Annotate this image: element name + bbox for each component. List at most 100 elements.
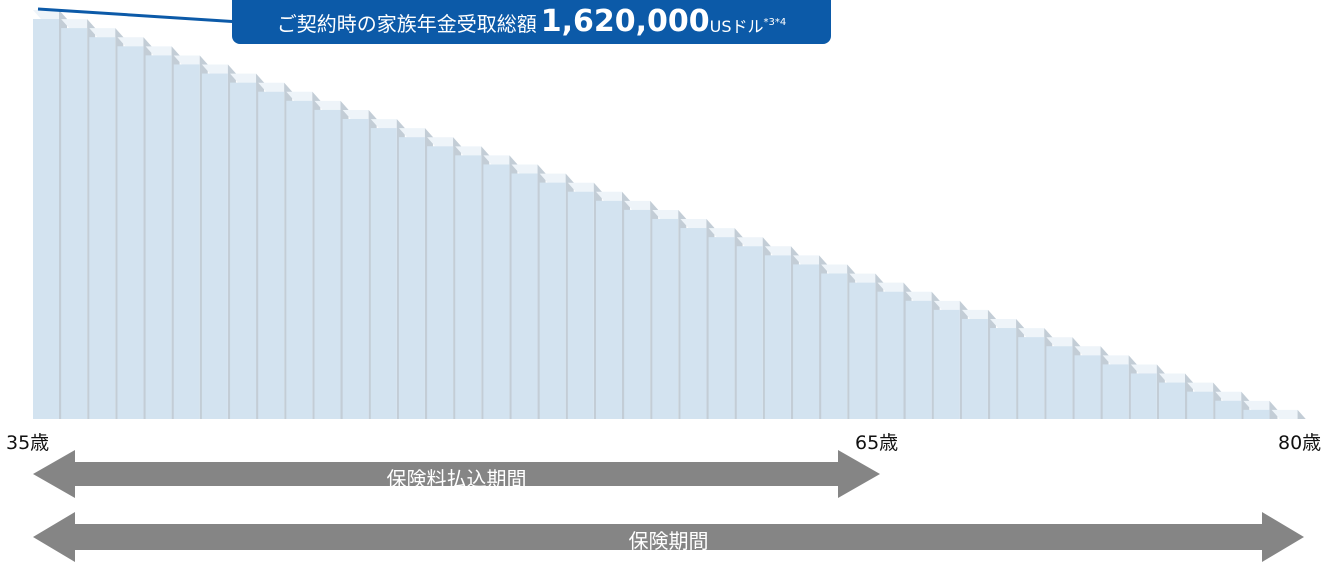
bar-front-face [370,128,397,420]
bar-front-face [1187,391,1214,419]
bar-front-face [33,19,59,419]
bar-front-face [567,191,594,419]
bar-top-face [736,237,771,247]
bar-top-face [933,300,968,310]
bar-front-face [117,46,144,420]
bar-front-face [258,91,285,419]
bar-top-face [990,319,1025,329]
bar-front-face [483,164,510,419]
bar-front-face [314,109,341,419]
bar-front-face [596,200,622,419]
bar-top-face [89,28,124,38]
bar-top-face [342,109,377,119]
bar-top-face [1130,364,1165,374]
bar-front-face [961,318,988,419]
bar-age-61 [764,246,799,419]
bar-top-face [1271,409,1306,419]
bar-front-face [1215,400,1242,419]
bar-top-face [61,19,96,29]
bar-front-face [793,264,820,419]
age-label-start: 35歳 [6,432,50,454]
callout-prefix: ご契約時の家族年金受取総額 [276,12,537,36]
bar-side-face [1297,409,1306,419]
bar-front-face [1046,346,1073,419]
bar-top-face [511,164,546,174]
bar-front-face [1159,382,1185,419]
bar-top-face [961,309,996,319]
callout-leader-line [37,7,241,24]
bar-top-face [145,46,180,56]
bar-age-37 [89,28,124,420]
bar-top-face [624,200,659,210]
bar-front-face [455,155,482,420]
bar-front-face [652,218,679,419]
bar-top-face [1159,373,1193,383]
bar-top-face [1187,382,1222,392]
bar-front-face [708,237,735,419]
bar-front-face [89,37,116,420]
bar-top-face [370,119,405,129]
premium-period-label: 保険料払込期間 [386,467,527,491]
bar-age-73 [1102,355,1137,419]
bar-front-face [1243,409,1270,419]
premium-period-arrow [33,450,880,498]
bar-front-face [877,291,904,419]
bar-front-face [1102,364,1129,419]
bar-top-face [483,155,518,165]
bar-top-face [821,264,856,274]
bar-top-face [33,10,67,19]
age-label-65: 65歳 [855,432,899,454]
bar-front-face [201,73,228,420]
bar-top-face [793,255,828,265]
bar-top-face [1243,400,1278,410]
bar-front-face [173,64,200,419]
bar-front-face [764,255,791,419]
callout-amount: 1,620,000 [540,4,710,39]
bar-front-face [1130,373,1157,419]
bar-top-face [877,282,912,292]
bar-front-face [427,146,454,419]
bar-front-face [145,55,172,419]
bar-top-face [708,228,743,238]
bar-top-face [1102,355,1137,365]
bar-top-face [849,273,884,283]
bar-front-face [230,82,257,419]
bar-front-face [1074,355,1101,419]
bar-top-face [286,91,321,101]
callout-footnote: *3*4 [763,17,787,28]
bar-top-face [652,209,687,219]
bar-front-face [511,173,538,419]
coverage-period-arrow [33,512,1304,562]
bar-front-face [398,137,425,419]
bar-front-face [821,273,848,419]
bar-top-face [764,246,799,256]
coverage-period-label: 保険期間 [628,529,709,553]
bar-top-face [314,100,349,110]
bar-top-face [398,128,433,138]
bar-top-face [1018,328,1053,338]
bar-top-face [427,137,462,147]
bar-top-face [680,219,715,229]
bar-top-face [1215,391,1250,401]
bar-top-face [596,191,630,201]
bar-age-74 [1130,364,1165,419]
bar-top-face [201,64,236,74]
bar-front-face [990,328,1017,419]
bar-top-face [230,73,265,83]
bar-top-face [1046,337,1081,347]
bar-top-face [258,82,293,92]
bar-front-face [539,182,566,419]
bar-front-face [905,300,932,419]
bar-top-face [455,146,490,156]
bar-front-face [624,209,651,419]
bar-top-face [905,291,940,301]
bar-top-face [173,55,208,65]
age-label-end: 80歳 [1278,432,1322,454]
bar-age-71 [1046,337,1081,419]
total-benefit-callout: ご契約時の家族年金受取総額 1,620,000 USドル *3*4 [232,0,831,44]
bar-top-face [117,37,152,47]
bar-front-face [680,228,707,419]
bar-front-face [933,309,960,419]
bar-front-face [849,282,876,419]
